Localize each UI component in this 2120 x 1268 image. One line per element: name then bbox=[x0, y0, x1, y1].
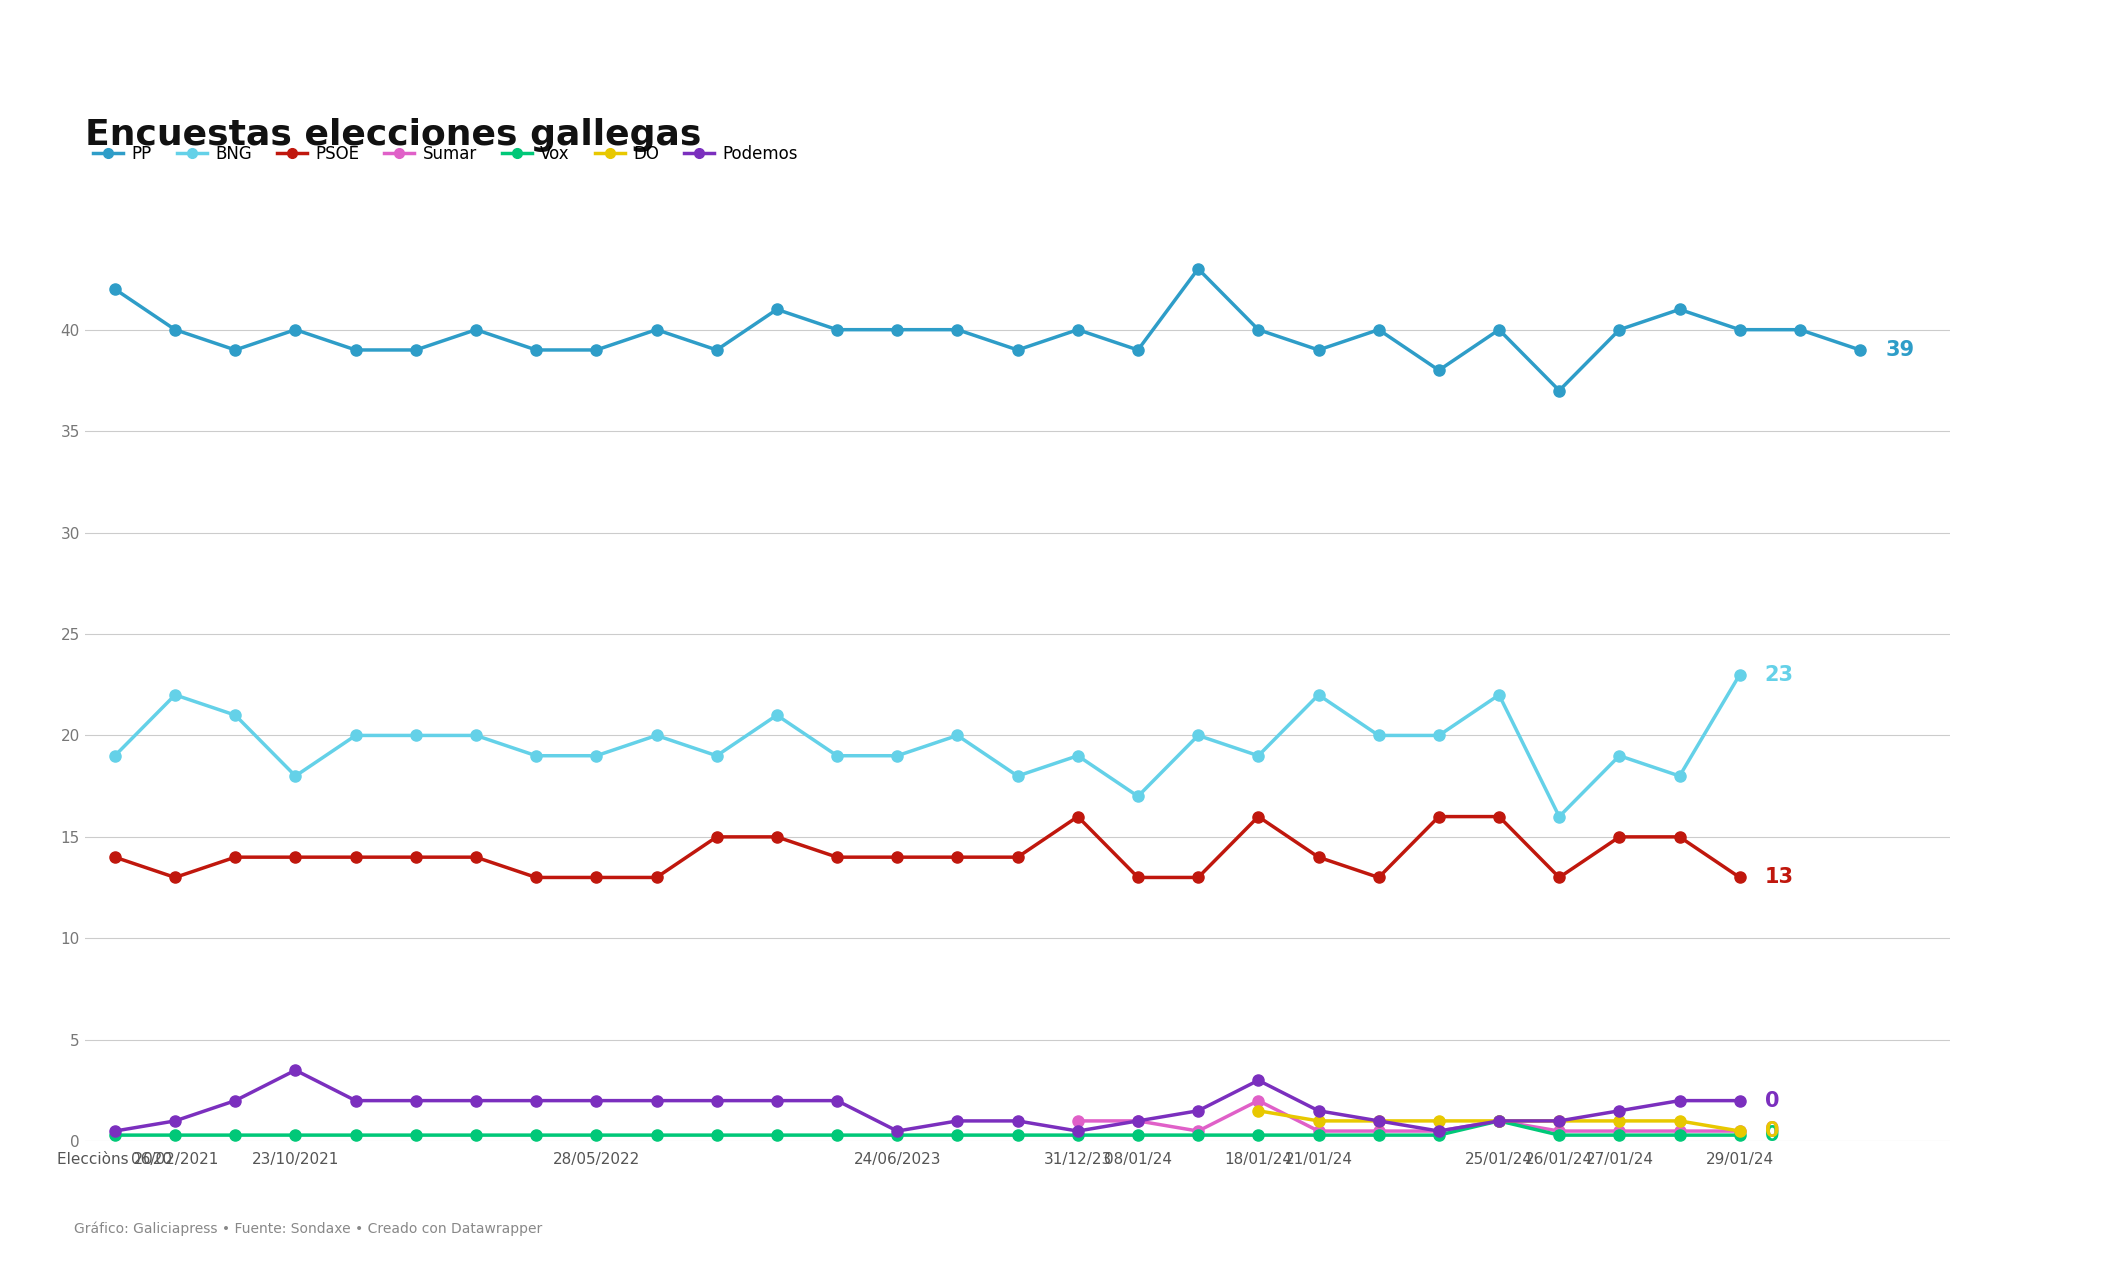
Text: 23: 23 bbox=[1764, 664, 1794, 685]
Text: 0: 0 bbox=[1764, 1090, 1779, 1111]
Text: 0: 0 bbox=[1764, 1121, 1779, 1141]
Text: 0: 0 bbox=[1764, 1121, 1779, 1141]
Text: Encuestas elecciones gallegas: Encuestas elecciones gallegas bbox=[85, 118, 702, 152]
Legend: PP, BNG, PSOE, Sumar, Vox, DO, Podemos: PP, BNG, PSOE, Sumar, Vox, DO, Podemos bbox=[93, 146, 797, 164]
Text: 0: 0 bbox=[1764, 1125, 1779, 1145]
Text: Gráfico: Galiciapress • Fuente: Sondaxe • Creado con Datawrapper: Gráfico: Galiciapress • Fuente: Sondaxe … bbox=[74, 1222, 543, 1236]
Text: 13: 13 bbox=[1764, 867, 1794, 888]
Text: 39: 39 bbox=[1885, 340, 1914, 360]
